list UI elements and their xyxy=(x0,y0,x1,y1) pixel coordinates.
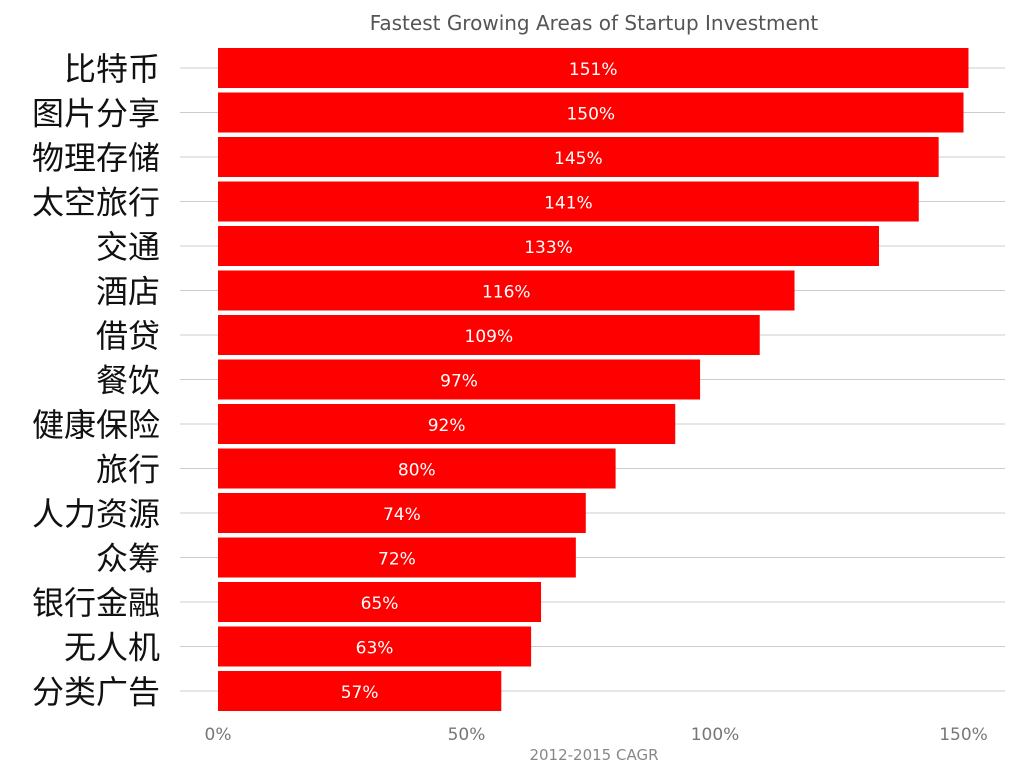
bar-value-label: 72% xyxy=(378,550,416,570)
bar-value-label: 80% xyxy=(398,461,436,481)
bar-value-label: 74% xyxy=(383,505,421,525)
bar-value-label: 97% xyxy=(440,372,478,392)
bar xyxy=(218,181,919,222)
bar xyxy=(218,404,676,444)
category-label: 健康保险 xyxy=(32,406,160,444)
bar xyxy=(218,493,586,533)
category-label: 借贷 xyxy=(96,317,160,355)
category-label: 无人机 xyxy=(64,629,160,667)
bar-value-label: 92% xyxy=(428,416,466,436)
bar xyxy=(218,448,616,489)
category-label: 酒店 xyxy=(96,273,160,311)
category-label: 众筹 xyxy=(96,540,160,578)
bar xyxy=(218,48,969,88)
bar xyxy=(218,137,939,177)
category-label: 物理存储 xyxy=(32,139,160,177)
category-label: 比特币 xyxy=(64,50,160,88)
x-tick-label: 150% xyxy=(939,725,988,745)
bar-value-label: 145% xyxy=(554,149,603,169)
bar xyxy=(218,671,502,711)
category-label: 分类广告 xyxy=(32,673,160,711)
bar xyxy=(218,582,542,622)
bar-value-label: 57% xyxy=(341,683,379,703)
category-label: 餐饮 xyxy=(96,362,160,400)
bar xyxy=(218,270,795,311)
category-label: 银行金融 xyxy=(32,584,160,622)
bar-value-label: 150% xyxy=(566,105,615,125)
bar xyxy=(218,92,964,133)
x-tick-labels: 0% 50% 100% 150% xyxy=(205,725,988,745)
category-label: 图片分享 xyxy=(32,95,160,133)
x-tick-label: 100% xyxy=(691,725,740,745)
bar xyxy=(218,359,701,400)
bar xyxy=(218,626,532,667)
category-label: 旅行 xyxy=(96,451,160,489)
bar-value-label: 109% xyxy=(465,327,514,347)
bar-value-label: 116% xyxy=(482,283,531,303)
bar-value-label: 65% xyxy=(361,594,399,614)
bar xyxy=(218,226,880,266)
x-tick-label: 50% xyxy=(448,725,486,745)
category-label: 人力资源 xyxy=(32,495,160,533)
category-label: 交通 xyxy=(96,228,160,266)
bars: 151% 150% 145% 141% 133% 116% 109% 97% 92% 80% 74%… xyxy=(218,48,969,711)
x-axis-label: 2012-2015 CAGR xyxy=(529,746,658,764)
x-tick-label: 0% xyxy=(205,725,232,745)
bar-value-label: 151% xyxy=(569,60,618,80)
category-labels: 比特币图片分享物理存储太空旅行交通酒店借贷餐饮健康保险旅行人力资源众筹银行金融无… xyxy=(32,50,160,711)
chart-title: Fastest Growing Areas of Startup Investm… xyxy=(370,11,819,35)
bar-value-label: 141% xyxy=(544,194,593,214)
bar xyxy=(218,537,576,578)
category-label: 太空旅行 xyxy=(32,184,160,222)
bar-value-label: 133% xyxy=(524,238,573,258)
bar-value-label: 63% xyxy=(356,639,394,659)
bar xyxy=(218,315,760,355)
